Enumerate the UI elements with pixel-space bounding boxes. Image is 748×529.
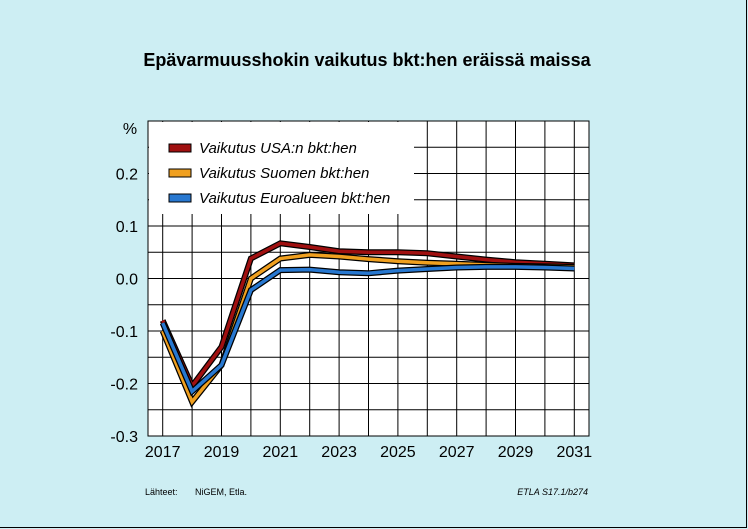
legend-label: Vaikutus USA:n bkt:hen [199,140,357,157]
plot-border [147,120,590,437]
legend-item: Vaikutus Suomen bkt:hen [168,165,369,182]
legend-box [149,122,414,214]
chart-title: Epävarmuusshokin vaikutus bkt:hen eräiss… [143,50,591,70]
y-axis-unit-label: % [123,121,137,138]
x-tick-label: 2029 [498,444,534,461]
y-tick-label: -0.3 [110,429,138,446]
source-text: NiGEM, Etla. [195,487,247,497]
x-tick-label: 2027 [439,444,475,461]
y-tick-label: 0.1 [116,219,138,236]
legend-item: Vaikutus USA:n bkt:hen [168,140,357,157]
y-tick-label: -0.1 [110,324,138,341]
y-tick-label: 0.0 [116,272,138,289]
legend-swatch [168,193,192,203]
x-tick-label: 2019 [204,444,240,461]
legend-label: Vaikutus Euroalueen bkt:hen [199,190,390,207]
x-tick-label: 2031 [557,444,593,461]
chart-code: ETLA S17.1/b274 [517,487,588,497]
series-line-stroke [161,265,575,395]
series-3-line [159,263,575,397]
x-tick-label: 2025 [380,444,416,461]
series-lines [159,240,575,408]
y-tick-label: 0.2 [116,167,138,184]
y-tick-label: -0.2 [110,377,138,394]
legend-label: Vaikutus Suomen bkt:hen [199,165,369,182]
x-tick-label: 2023 [321,444,357,461]
y-axis: 0.2 0.1 0.0 -0.1 -0.2 -0.3 [110,167,138,447]
legend-swatch [168,168,192,178]
legend-item: Vaikutus Euroalueen bkt:hen [168,190,390,207]
x-tick-label: 2017 [145,444,181,461]
legend: Vaikutus USA:n bkt:hen Vaikutus Suomen bk… [149,122,414,214]
x-tick-label: 2021 [263,444,299,461]
series-1-line [159,240,575,392]
x-axis: 2017 2019 2021 2023 2025 2027 2029 2031 [145,444,592,461]
legend-swatch [168,143,192,153]
source-label: Lähteet: [145,487,178,497]
series-line-stroke [161,241,575,390]
